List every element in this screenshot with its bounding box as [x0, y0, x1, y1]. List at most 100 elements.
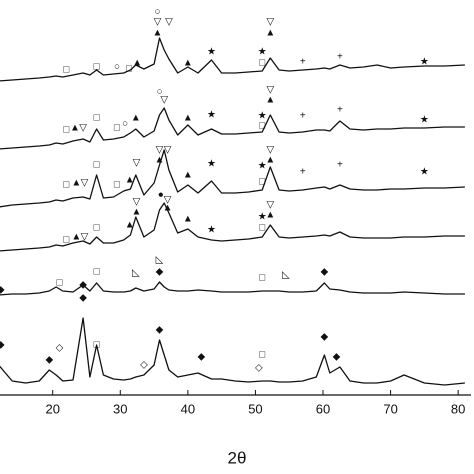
peak-marker: ▽	[160, 95, 168, 106]
x-axis-label: 2θ	[228, 448, 247, 467]
peak-marker: +	[300, 167, 306, 178]
xrd-trace	[0, 317, 465, 386]
peak-marker: ▲	[163, 203, 173, 214]
peak-marker: □	[259, 177, 265, 188]
peak-marker: ▽	[133, 197, 141, 208]
peak-marker: □	[63, 180, 69, 191]
peak-marker: +	[300, 57, 306, 68]
peak-marker: ●	[158, 190, 164, 201]
peak-marker: ◆	[198, 352, 206, 363]
x-tick-label: 20	[45, 401, 59, 416]
peak-marker: ▲	[70, 123, 80, 134]
peak-marker: ▽	[81, 232, 89, 243]
peak-marker: □	[259, 121, 265, 132]
peak-marker: □	[126, 64, 132, 75]
peak-marker: □	[94, 113, 100, 124]
peak-marker: ◺	[282, 270, 290, 281]
peak-marker: ◆	[79, 280, 87, 291]
peak-marker: ▲	[71, 178, 81, 189]
xrd-trace	[0, 202, 465, 252]
peak-marker: ◆	[156, 267, 164, 278]
peak-marker: ▽	[266, 85, 274, 96]
peak-marker: ★	[420, 57, 429, 68]
peak-marker: ◆	[79, 293, 87, 304]
peak-marker: ▽	[79, 123, 87, 134]
peak-marker: ▲	[183, 113, 193, 124]
peak-marker: ▲	[152, 28, 162, 39]
xrd-trace	[0, 107, 465, 150]
peak-marker: ◆	[321, 267, 329, 278]
peak-marker: ▽	[266, 17, 274, 28]
peak-marker: □	[94, 267, 100, 278]
peak-marker: ▲	[265, 28, 275, 39]
peak-marker: ◆	[45, 355, 53, 366]
peak-marker: ▽	[154, 17, 162, 28]
peak-marker: □	[94, 340, 100, 351]
peak-marker: ○	[122, 119, 128, 130]
peak-marker: ▽	[164, 195, 172, 206]
peak-marker: ▲	[183, 58, 193, 69]
peak-marker: □	[259, 58, 265, 69]
peak-marker: +	[337, 160, 343, 171]
xrd-trace	[0, 37, 465, 82]
peak-marker: ▽	[133, 158, 141, 169]
peak-marker: ▽	[81, 178, 89, 189]
peak-marker: ▲	[155, 155, 165, 166]
peak-marker: □	[114, 123, 120, 134]
x-tick-label: 40	[181, 401, 195, 416]
peak-marker: ◆	[333, 352, 341, 363]
peak-marker: ▲	[265, 210, 275, 221]
peak-marker: ◺	[156, 255, 164, 266]
peak-marker: ◆	[0, 285, 5, 296]
peak-marker: ★	[420, 167, 429, 178]
peak-marker: ▽	[266, 200, 274, 211]
peak-marker: ▲	[183, 170, 193, 181]
peak-marker: ◆	[321, 332, 329, 343]
peak-marker: ★	[207, 225, 216, 236]
peak-marker: ◆	[156, 325, 164, 336]
xrd-trace	[0, 149, 465, 208]
peak-marker: ▽	[165, 17, 173, 28]
peak-marker: □	[259, 223, 265, 234]
peak-marker: ★	[258, 47, 267, 58]
peak-marker: ▲	[265, 155, 275, 166]
peak-marker: ○	[154, 7, 160, 18]
peak-marker: ◇	[255, 363, 263, 374]
peak-marker: ◆	[0, 340, 5, 351]
x-tick-label: 80	[451, 401, 465, 416]
x-tick-label: 30	[113, 401, 127, 416]
peak-marker: ★	[207, 110, 216, 121]
xrd-trace	[0, 281, 465, 296]
peak-marker: ★	[258, 161, 267, 172]
peak-marker: ▽	[266, 145, 274, 156]
peak-marker: ★	[207, 159, 216, 170]
peak-marker: ○	[156, 87, 162, 98]
peak-marker: ◇	[56, 343, 64, 354]
peak-marker: □	[259, 273, 265, 284]
peak-marker: ▲	[132, 207, 142, 218]
peak-marker: ★	[258, 111, 267, 122]
peak-marker: □	[259, 350, 265, 361]
peak-marker: □	[94, 62, 100, 73]
peak-marker: □	[94, 160, 100, 171]
x-tick-label: 70	[383, 401, 397, 416]
peak-marker: ▲	[131, 113, 141, 124]
peak-marker: □	[94, 223, 100, 234]
peak-marker: ◺	[132, 268, 140, 279]
x-tick-label: 60	[316, 401, 330, 416]
peak-marker: ▽	[164, 145, 172, 156]
peak-marker: ◇	[140, 360, 148, 371]
peak-marker: □	[114, 180, 120, 191]
x-tick-label: 50	[248, 401, 262, 416]
peak-marker: +	[337, 105, 343, 116]
peak-marker: +	[300, 111, 306, 122]
peak-marker: ▲	[265, 95, 275, 106]
peak-marker: □	[63, 125, 69, 136]
peak-marker: +	[337, 52, 343, 63]
peak-marker: ▽	[156, 145, 164, 156]
peak-marker: □	[63, 235, 69, 246]
peak-marker: ★	[258, 212, 267, 223]
peak-marker: ▲	[125, 220, 135, 231]
peak-marker: ▲	[132, 58, 142, 69]
peak-marker: □	[56, 278, 62, 289]
